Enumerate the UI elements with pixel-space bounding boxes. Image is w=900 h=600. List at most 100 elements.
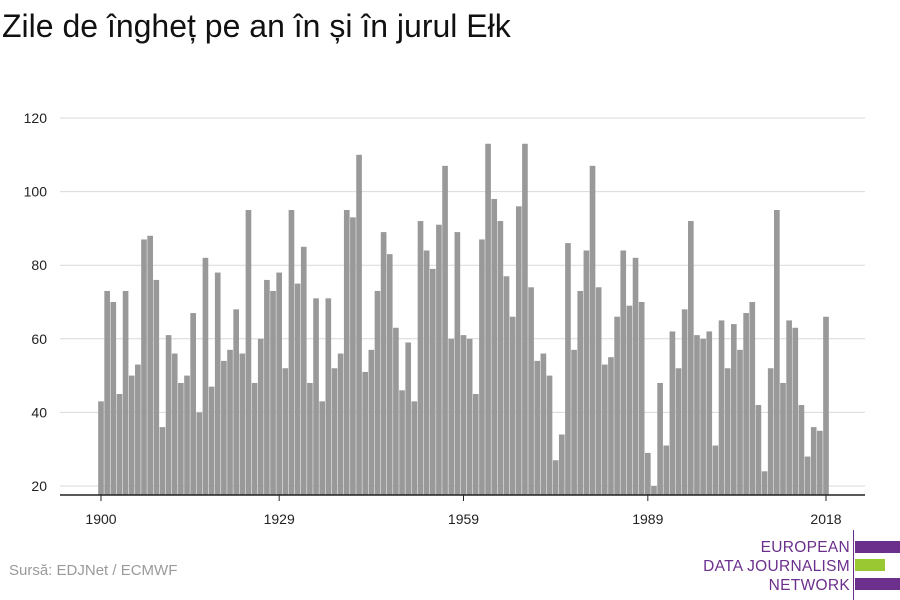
y-tick-label: 100 [24,184,48,200]
bar [159,427,166,495]
bar [706,331,713,495]
logo-line-2: DATA JOURNALISM [703,558,850,575]
bar [288,210,295,495]
bar [276,272,282,495]
bar [767,368,774,495]
bar [270,290,276,495]
y-axis: 20 40 60 80 100 120 [24,110,48,494]
bar [257,338,264,495]
bar [817,430,823,495]
bar [436,224,442,495]
bar [700,338,706,495]
bar [307,382,313,495]
bar [522,143,528,495]
bar [657,382,663,495]
bar [331,368,338,495]
x-tick-label: 1900 [85,511,116,527]
bar [577,290,584,495]
bar [337,353,344,495]
bar [448,338,455,495]
edjnet-logo: EUROPEAN DATA JOURNALISM NETWORK [700,530,900,600]
logo-separator [853,530,854,600]
bar [724,368,731,495]
bar [429,268,436,495]
bar [737,349,743,495]
bar [571,349,577,495]
bar [460,335,467,495]
bar [104,290,110,495]
bar [239,353,246,495]
bar [632,257,639,495]
bar [135,364,141,495]
bar [601,364,608,495]
bar [350,217,356,496]
bar [116,394,123,495]
x-tick-label: 1959 [448,511,479,527]
x-tick-label: 2018 [810,511,841,527]
bar [98,401,104,495]
y-tick-label: 60 [31,331,47,347]
x-tick-label: 1989 [632,511,663,527]
bar [651,486,657,495]
bar [122,290,129,495]
bar [823,316,829,495]
bar [472,394,479,495]
bar [681,309,688,495]
logo-line-3: NETWORK [768,577,850,594]
bar [171,353,178,495]
bar [380,232,387,495]
y-tick-label: 40 [31,404,47,420]
bar [743,313,749,495]
bar [663,445,670,495]
bar [417,221,424,496]
bar [325,298,332,495]
bar [233,309,239,495]
bar [608,357,614,495]
bar [454,232,461,495]
bar [595,287,602,495]
bar [645,452,651,495]
bar [810,427,817,495]
bar [497,221,504,496]
bar [264,279,270,495]
bar [589,165,596,495]
bar [712,445,719,495]
bar [515,206,522,495]
bar [356,154,362,496]
bar [221,360,227,495]
bar [368,349,375,495]
bar [411,401,418,495]
bar [546,375,553,495]
logo-bar-bottom [855,578,900,590]
bar [798,405,805,495]
bar [423,250,430,495]
bar [184,375,190,495]
bar [565,243,571,495]
bar [466,338,473,495]
bar [583,250,590,495]
bar [509,316,516,495]
bar [780,382,786,495]
bar [675,368,682,495]
bar [282,368,289,495]
bar [755,405,762,495]
bars [98,143,829,496]
bar [614,316,620,495]
bar [196,412,203,495]
bar [540,353,547,495]
y-tick-label: 80 [31,257,47,273]
y-tick-label: 20 [31,478,47,494]
bar [178,382,184,495]
bar [792,327,799,495]
bar [386,254,393,495]
bar [393,327,399,495]
bar [638,302,645,495]
bar [749,302,756,495]
bar [669,331,676,495]
chart-title: Zile de îngheț pe an în și în jurul Ełk [2,8,511,44]
bar [190,313,196,495]
bar [313,298,319,495]
bar [718,320,725,495]
bar [399,390,405,495]
bar [128,375,135,495]
